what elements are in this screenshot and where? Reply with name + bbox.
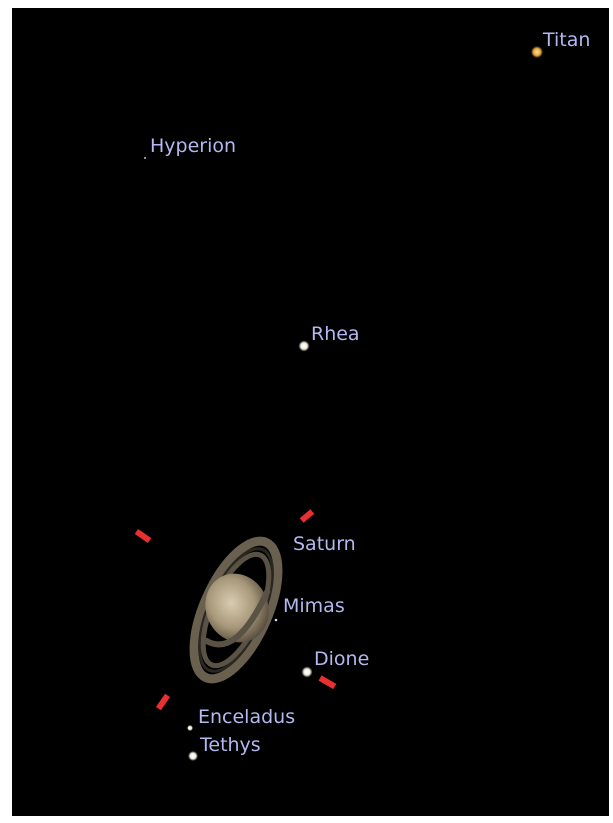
object-label: Mimas	[283, 595, 345, 617]
dione-dot	[302, 667, 313, 678]
tethys-dot	[188, 751, 198, 761]
sky-background	[12, 8, 609, 816]
sky-view: Titan Hyperion Rhea Saturn Mimas Dione E…	[0, 0, 613, 823]
hyperion-dot	[144, 157, 146, 159]
object-label: Hyperion	[150, 135, 236, 157]
object-label: Enceladus	[198, 706, 295, 728]
object-label: Saturn	[293, 533, 356, 555]
mimas-dot	[275, 619, 278, 622]
rhea-dot	[299, 341, 310, 352]
object-label: Dione	[314, 648, 369, 670]
object-label: Tethys	[199, 734, 261, 756]
titan-dot	[531, 46, 543, 58]
enceladus-dot	[187, 725, 193, 731]
object-label: Rhea	[311, 323, 360, 345]
object-label: Titan	[542, 29, 590, 51]
